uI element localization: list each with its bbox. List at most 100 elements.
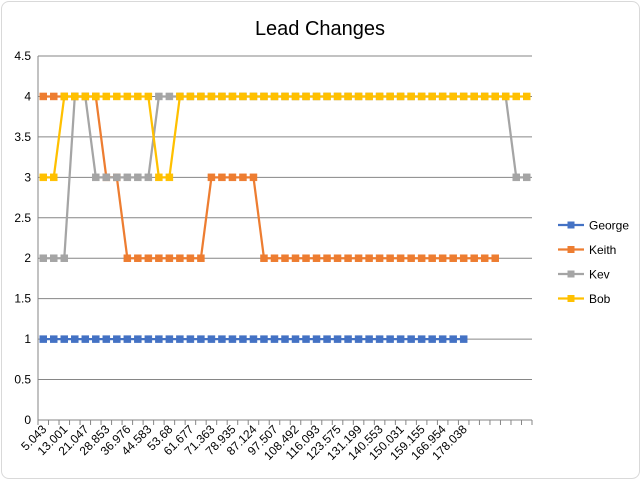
y-tick-label: 4.5 — [14, 49, 31, 63]
data-point — [186, 335, 195, 343]
legend: George Keith Kev Bob — [558, 219, 629, 306]
data-point — [186, 254, 195, 262]
data-point — [102, 173, 111, 182]
data-point — [407, 254, 415, 262]
data-point — [39, 254, 48, 262]
data-point — [459, 335, 468, 343]
data-point — [323, 92, 331, 101]
data-point — [134, 173, 142, 182]
data-point — [176, 92, 184, 101]
data-point — [501, 92, 510, 101]
y-tick-label: 0.5 — [14, 373, 31, 387]
series-keith — [39, 92, 499, 262]
data-point — [417, 254, 426, 262]
y-tick-label: 0 — [24, 413, 31, 427]
y-tick-label: 4 — [24, 89, 31, 103]
data-point — [197, 335, 205, 343]
data-point — [396, 335, 405, 343]
data-point — [249, 173, 258, 182]
data-point — [218, 92, 226, 101]
data-point — [417, 92, 426, 101]
data-point — [396, 254, 405, 262]
data-point — [438, 254, 447, 262]
data-point — [239, 335, 247, 343]
legend-label: Bob — [589, 292, 611, 306]
data-point — [491, 92, 499, 101]
data-point — [417, 335, 426, 343]
data-point — [81, 92, 90, 101]
data-point — [491, 254, 499, 262]
data-point — [144, 92, 153, 101]
data-point — [134, 335, 142, 343]
data-point — [270, 92, 279, 101]
data-point — [302, 92, 310, 101]
legend-item-keith: Keith — [558, 243, 616, 257]
data-point — [333, 254, 342, 262]
data-point — [480, 254, 489, 262]
data-point — [228, 173, 237, 182]
data-point — [134, 92, 142, 101]
data-point — [218, 335, 226, 343]
y-tick-label: 1.5 — [14, 292, 31, 306]
data-point — [470, 92, 478, 101]
legend-label: George — [589, 219, 629, 233]
data-point — [291, 92, 300, 101]
data-point — [228, 335, 237, 343]
data-point — [354, 335, 363, 343]
legend-item-bob: Bob — [558, 292, 611, 306]
series-layer — [39, 92, 531, 343]
legend-item-george: George — [558, 219, 629, 233]
data-point — [480, 92, 489, 101]
data-point — [197, 92, 205, 101]
data-point — [512, 92, 520, 101]
data-point — [144, 335, 153, 343]
series-bob — [39, 92, 531, 182]
data-point — [228, 92, 237, 101]
data-point — [428, 254, 436, 262]
data-point — [249, 92, 258, 101]
data-point — [50, 173, 58, 182]
data-point — [270, 335, 279, 343]
data-point — [50, 254, 58, 262]
y-tick-label: 2 — [24, 251, 31, 265]
data-point — [176, 254, 184, 262]
data-point — [218, 173, 226, 182]
data-point — [39, 173, 48, 182]
grid-layer — [38, 55, 532, 381]
data-point — [113, 335, 121, 343]
data-point — [260, 254, 268, 262]
data-point — [428, 335, 436, 343]
data-point — [281, 254, 289, 262]
data-point — [344, 335, 352, 343]
data-point — [344, 92, 352, 101]
data-point — [155, 92, 163, 101]
data-point — [60, 254, 69, 262]
legend-item-kev: Kev — [558, 268, 610, 282]
data-point — [522, 173, 531, 182]
data-point — [365, 254, 373, 262]
data-point — [396, 92, 405, 101]
y-tick-label: 3 — [24, 170, 31, 184]
data-point — [39, 335, 48, 343]
data-point — [113, 92, 121, 101]
data-point — [134, 254, 142, 262]
data-point — [459, 254, 468, 262]
data-point — [260, 335, 268, 343]
data-point — [155, 254, 163, 262]
data-point — [186, 92, 195, 101]
data-point — [239, 173, 247, 182]
legend-marker — [567, 246, 575, 253]
data-point — [302, 254, 310, 262]
data-point — [323, 254, 331, 262]
data-point — [281, 335, 289, 343]
data-point — [449, 92, 457, 101]
data-point — [144, 173, 153, 182]
legend-marker — [567, 221, 575, 229]
data-point — [375, 335, 384, 343]
data-point — [207, 335, 216, 343]
data-point — [155, 173, 163, 182]
data-point — [155, 335, 163, 343]
data-point — [354, 92, 363, 101]
data-point — [102, 92, 111, 101]
